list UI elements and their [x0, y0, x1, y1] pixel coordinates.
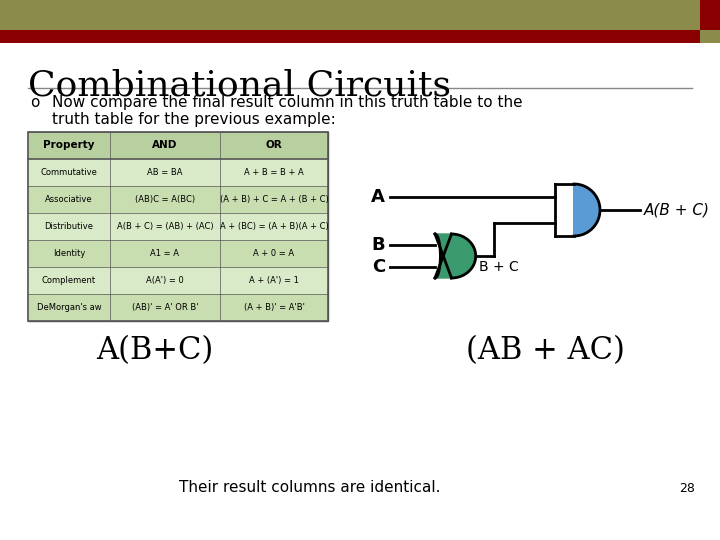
Text: B: B: [372, 236, 385, 254]
Text: (AB)C = A(BC): (AB)C = A(BC): [135, 195, 195, 204]
Text: A(B+C): A(B+C): [96, 335, 214, 366]
Text: A + (BC) = (A + B)(A + C): A + (BC) = (A + B)(A + C): [220, 222, 328, 231]
Text: 28: 28: [679, 482, 695, 495]
Bar: [0, 30, 700, 43]
Text: Their result columns are identical.: Their result columns are identical.: [179, 481, 441, 496]
Text: B + C: B + C: [479, 260, 518, 274]
Text: A(A') = 0: A(A') = 0: [146, 276, 184, 285]
Text: o: o: [30, 95, 40, 110]
Text: Associative: Associative: [45, 195, 93, 204]
Bar: [0, 0, 700, 30]
Polygon shape: [435, 234, 476, 278]
Text: A: A: [371, 188, 385, 206]
Text: AB = BA: AB = BA: [148, 168, 183, 177]
Bar: [28, 240, 328, 267]
Text: Now compare the final result column in this truth table to the
truth table for t: Now compare the final result column in t…: [52, 95, 523, 127]
Bar: [700, 30, 720, 43]
Text: (A + B) + C = A + (B + C): (A + B) + C = A + (B + C): [220, 195, 328, 204]
Text: A + 0 = A: A + 0 = A: [253, 249, 294, 258]
Bar: [28, 294, 328, 321]
Text: C: C: [372, 258, 385, 276]
Bar: [28, 132, 328, 321]
Text: (AB + AC): (AB + AC): [466, 335, 624, 366]
Bar: [28, 186, 328, 213]
Bar: [28, 132, 328, 321]
Text: OR: OR: [266, 140, 282, 151]
Text: (A + B)' = A'B': (A + B)' = A'B': [243, 303, 305, 312]
Bar: [28, 213, 328, 240]
Text: DeMorgan's aw: DeMorgan's aw: [37, 303, 102, 312]
Text: A1 = A: A1 = A: [150, 249, 179, 258]
Bar: [28, 132, 328, 159]
Text: AND: AND: [153, 140, 178, 151]
Text: A + (A') = 1: A + (A') = 1: [249, 276, 299, 285]
Text: Property: Property: [43, 140, 95, 151]
Text: Commutative: Commutative: [40, 168, 97, 177]
Text: Distributive: Distributive: [45, 222, 94, 231]
Text: A(B + C): A(B + C): [644, 202, 710, 218]
Bar: [28, 267, 328, 294]
Text: Combinational Circuits: Combinational Circuits: [28, 68, 451, 102]
Text: A(B + C) = (AB) + (AC): A(B + C) = (AB) + (AC): [117, 222, 213, 231]
Text: A + B = B + A: A + B = B + A: [244, 168, 304, 177]
Polygon shape: [574, 184, 600, 236]
Bar: [28, 159, 328, 186]
Text: (AB)' = A' OR B': (AB)' = A' OR B': [132, 303, 198, 312]
Text: Identity: Identity: [53, 249, 85, 258]
Text: Complement: Complement: [42, 276, 96, 285]
Bar: [700, 0, 720, 30]
